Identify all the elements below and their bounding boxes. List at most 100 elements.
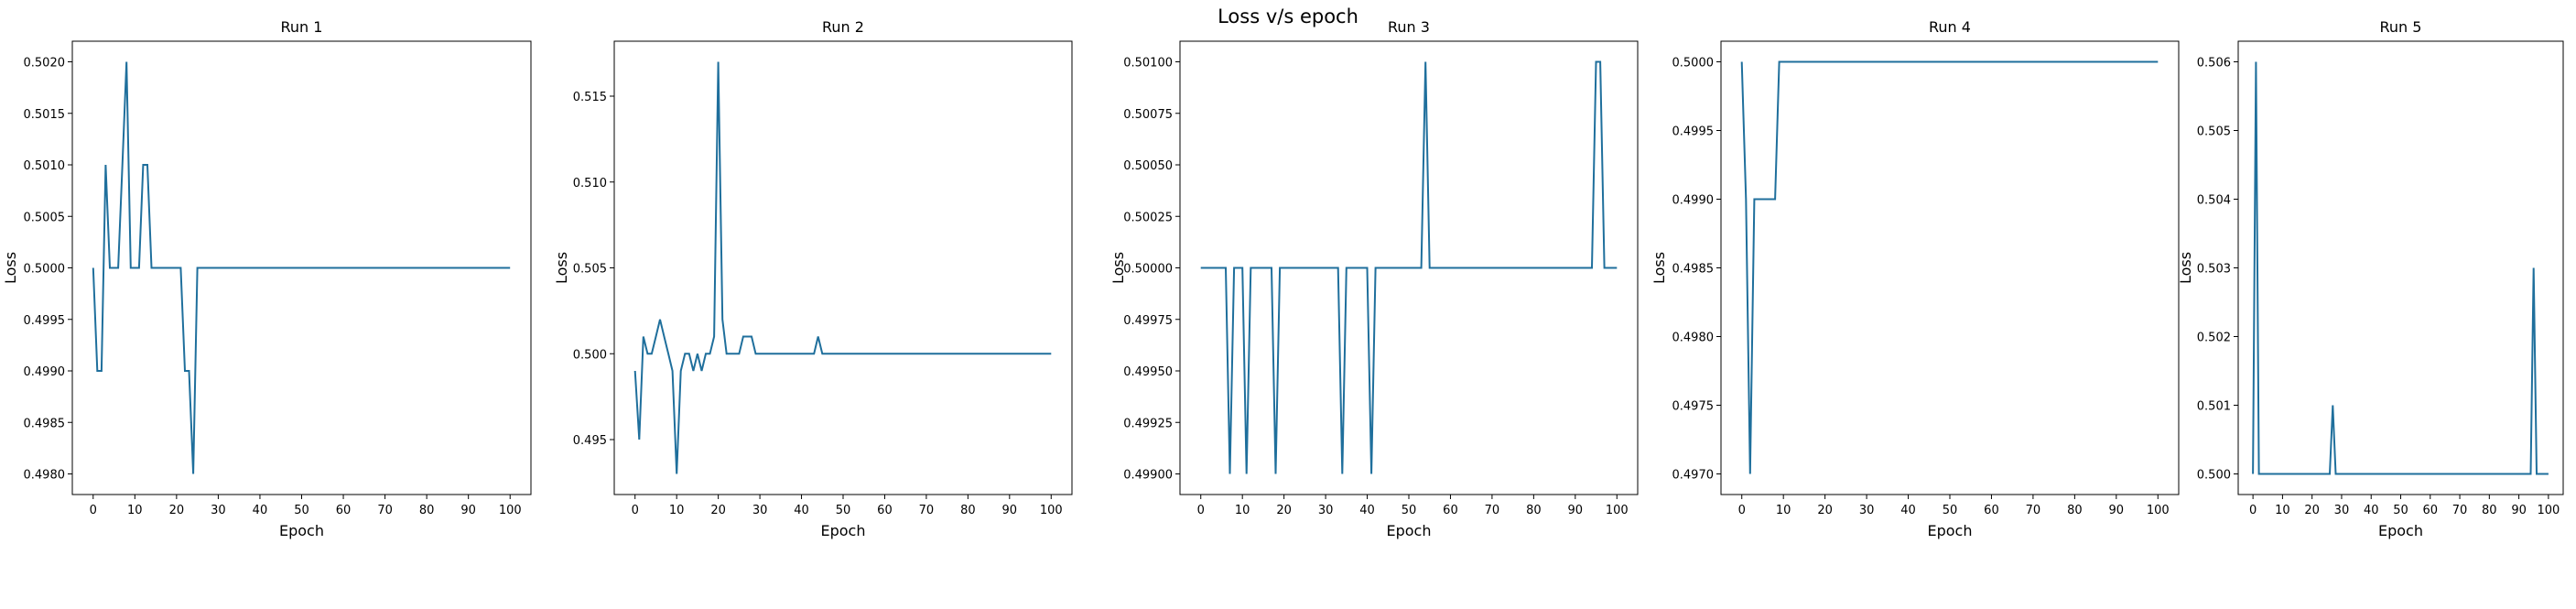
x-tick-label: 10 [669, 504, 685, 517]
subplot-1: Run 1 0 10 20 30 40 50 60 70 80 90 100 0.4980 0.4985 0… [2, 18, 532, 539]
x-tick-label: 100 [1040, 504, 1063, 517]
x-tick-label: 10 [127, 504, 143, 517]
y-tick-label: 0.4980 [24, 469, 66, 483]
y-tick-label: 0.4995 [1672, 125, 1715, 139]
x-tick-label: 0 [632, 504, 639, 517]
series-line [1740, 60, 2159, 474]
x-tick-label: 50 [1943, 504, 1958, 517]
y-tick-label: 0.504 [2197, 194, 2231, 208]
x-tick-label: 90 [2511, 504, 2527, 517]
subplot-5: Run 5 0 10 20 30 40 50 60 70 80 90 100 0.500 0.501 0.5… [2177, 18, 2564, 539]
axes-frame [1720, 40, 2180, 495]
y-tick-label: 0.49925 [1123, 417, 1173, 430]
y-tick-label: 0.510 [573, 177, 607, 190]
subplot-3: Run 3 0 10 20 30 40 50 60 70 80 90 100 0.49900 0.4992… [1109, 18, 1639, 539]
x-tick-label: 90 [2109, 504, 2125, 517]
series-line [633, 61, 1052, 474]
subplot-2: Run 2 0 10 20 30 40 50 60 70 80 90 100 0.495 0.500 0.5… [553, 18, 1073, 539]
x-tick-label: 40 [1900, 504, 1916, 517]
y-tick-label: 0.5015 [24, 108, 66, 122]
x-tick-label: 0 [1197, 504, 1205, 517]
x-axis-label: Epoch [821, 522, 866, 539]
x-tick-label: 70 [2026, 504, 2041, 517]
subplot-title: Run 4 [1929, 18, 1971, 36]
x-tick-label: 20 [1817, 504, 1833, 517]
y-tick-label: 0.50025 [1123, 211, 1173, 224]
y-tick-label: 0.503 [2197, 263, 2231, 277]
y-tick-label: 0.500 [2197, 469, 2231, 483]
x-tick-label: 70 [2452, 504, 2468, 517]
subplot-4: Run 4 0 10 20 30 40 50 60 70 80 90 100 0.4970 0.4975 0… [1651, 18, 2180, 539]
x-tick-label: 20 [169, 504, 185, 517]
x-tick-label: 40 [2364, 504, 2379, 517]
x-tick-label: 60 [336, 504, 352, 517]
x-tick-label: 100 [2147, 504, 2170, 517]
y-tick-label: 0.502 [2197, 332, 2231, 345]
y-tick-label: 0.50100 [1123, 57, 1173, 71]
x-tick-label: 50 [2393, 504, 2408, 517]
y-tick-label: 0.50050 [1123, 159, 1173, 173]
y-tick-label: 0.49975 [1123, 314, 1173, 328]
y-tick-label: 0.4975 [1672, 400, 1715, 414]
x-tick-label: 0 [1738, 504, 1746, 517]
subplot-title: Run 1 [281, 18, 323, 36]
y-tick-label: 0.5010 [24, 159, 66, 173]
x-tick-label: 0 [90, 504, 97, 517]
axes-frame [2237, 40, 2564, 495]
x-tick-label: 10 [1235, 504, 1250, 517]
y-tick-label: 0.50075 [1123, 108, 1173, 122]
y-tick-label: 0.4990 [24, 365, 66, 379]
y-tick-label: 0.50000 [1123, 263, 1173, 277]
x-tick-label: 30 [1859, 504, 1875, 517]
x-tick-label: 40 [794, 504, 809, 517]
y-tick-label: 0.49950 [1123, 365, 1173, 379]
series-line [1200, 60, 1618, 474]
x-tick-label: 80 [2067, 504, 2083, 517]
y-tick-label: 0.505 [2197, 125, 2231, 139]
y-axis-label: Loss [2177, 252, 2194, 284]
y-tick-label: 0.4985 [24, 417, 66, 430]
x-axis-label: Epoch [1387, 522, 1432, 539]
x-tick-label: 30 [211, 504, 226, 517]
x-tick-label: 100 [1606, 504, 1629, 517]
series-line [2252, 61, 2549, 475]
x-tick-label: 60 [1443, 504, 1458, 517]
x-tick-label: 100 [499, 504, 522, 517]
x-tick-label: 60 [1984, 504, 1999, 517]
x-tick-label: 80 [2482, 504, 2497, 517]
x-tick-label: 90 [1002, 504, 1018, 517]
x-tick-label: 70 [1485, 504, 1500, 517]
x-tick-label: 70 [919, 504, 935, 517]
x-axis-label: Epoch [279, 522, 324, 539]
y-tick-label: 0.500 [573, 348, 607, 362]
subplot-title: Run 3 [1388, 18, 1430, 36]
y-tick-label: 0.5000 [1672, 57, 1715, 71]
x-tick-label: 100 [2537, 504, 2560, 517]
x-tick-label: 70 [377, 504, 393, 517]
subplot-title: Run 2 [822, 18, 864, 36]
y-tick-label: 0.4985 [1672, 263, 1715, 277]
y-tick-label: 0.501 [2197, 400, 2231, 414]
y-axis-label: Loss [553, 252, 570, 284]
y-tick-label: 0.515 [573, 91, 607, 104]
y-tick-label: 0.5000 [24, 263, 66, 277]
x-tick-label: 60 [877, 504, 893, 517]
y-tick-label: 0.495 [573, 434, 607, 448]
x-tick-label: 20 [2304, 504, 2320, 517]
series-line [92, 61, 511, 474]
x-tick-label: 80 [419, 504, 435, 517]
y-tick-label: 0.4970 [1672, 469, 1715, 483]
x-axis-label: Epoch [1928, 522, 1973, 539]
x-tick-label: 20 [710, 504, 726, 517]
x-tick-label: 30 [2334, 504, 2350, 517]
x-tick-label: 80 [960, 504, 976, 517]
x-tick-label: 40 [253, 504, 268, 517]
y-tick-label: 0.505 [573, 263, 607, 277]
y-tick-label: 0.4990 [1672, 194, 1715, 208]
x-tick-label: 0 [2249, 504, 2257, 517]
x-tick-label: 90 [460, 504, 476, 517]
y-tick-label: 0.506 [2197, 57, 2231, 71]
x-tick-label: 80 [1526, 504, 1542, 517]
